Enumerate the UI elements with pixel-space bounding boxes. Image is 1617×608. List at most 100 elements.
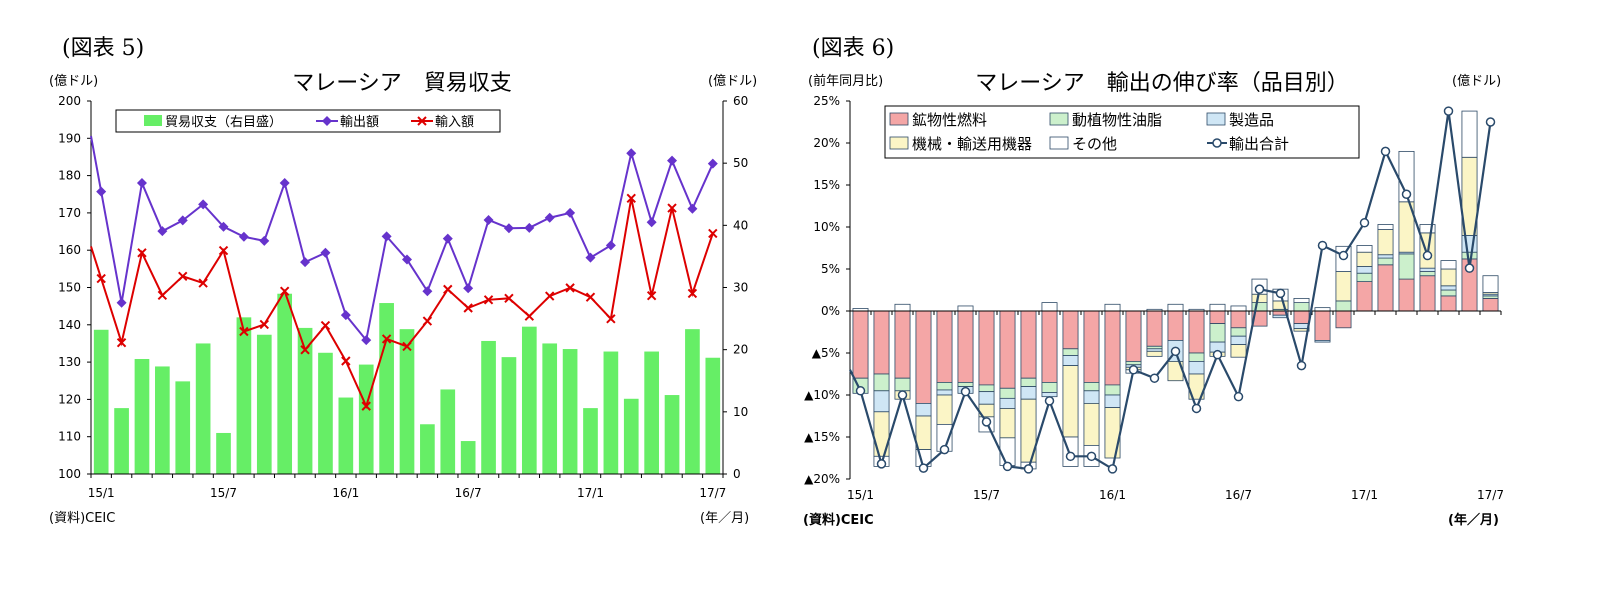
chart2-x-tick-label: 17/7 (1477, 488, 1504, 502)
machinery-legend-label: 機械・輸送用機器 (912, 135, 1032, 153)
manufactured-legend-swatch (1206, 112, 1226, 126)
exports-point (503, 223, 514, 234)
animal-veg-bar (1125, 360, 1142, 366)
balance-bar (114, 408, 129, 474)
mineral-bar (1020, 310, 1037, 379)
animal-veg-bar (894, 377, 911, 392)
chart1-left-tick-label: 140 (58, 318, 81, 332)
total-exports-point (1023, 464, 1034, 474)
total-exports-point (1107, 464, 1118, 474)
chart1-left-tick-label: 100 (58, 467, 81, 481)
chart1-legend-box (115, 109, 501, 133)
mineral-bar (1314, 310, 1331, 341)
exports-point (340, 310, 351, 321)
imports-point (545, 291, 555, 301)
balance-bar (420, 424, 435, 474)
animal-veg-bar (1398, 253, 1415, 280)
mineral-bar (1377, 264, 1394, 312)
manufactured-bar (1104, 394, 1121, 409)
manufactured-bar (1083, 390, 1100, 404)
exports-point (136, 178, 147, 189)
imports-point (96, 273, 106, 284)
balance-bar (236, 317, 252, 474)
exports-point (687, 203, 698, 214)
total-exports-point (1002, 461, 1013, 472)
mineral-bar (1083, 310, 1100, 383)
total-exports-point (1065, 451, 1076, 462)
total-exports-point (1317, 240, 1328, 251)
chart1-x-tick-label: 17/7 (699, 486, 726, 500)
imports-point (361, 401, 371, 411)
mineral-bar (936, 310, 953, 383)
chart2-x-tick-label: 16/7 (1225, 488, 1252, 502)
imports-point (300, 345, 310, 355)
chart1-left-tick-label: 130 (58, 355, 81, 369)
imports-point (279, 286, 290, 296)
total-legend-label: 輸出合計 (1229, 135, 1289, 153)
chart1-x-tick-label: 16/1 (332, 486, 359, 500)
balance-bar (216, 432, 231, 474)
imports-point (157, 290, 168, 301)
exports-point (300, 257, 311, 268)
imports-point (259, 319, 269, 330)
mineral-bar (1041, 310, 1058, 383)
chart1-right-tick-label: 10 (733, 405, 748, 419)
exports-point (422, 286, 433, 297)
total-exports-point (1254, 284, 1265, 294)
chart1-x-tick-label: 17/1 (577, 486, 604, 500)
imports-point (218, 245, 229, 256)
legend-exports-marker (322, 116, 332, 126)
total-exports-point (1338, 250, 1349, 261)
chart1-left-tick-label: 110 (58, 430, 81, 444)
balance-bar (481, 340, 496, 474)
balance-bar (603, 351, 619, 474)
chart1-x-tick-label: 15/7 (210, 486, 237, 500)
total-exports-point (939, 444, 950, 455)
chart2-y-tick-label: 5% (821, 262, 840, 276)
other-bar (1419, 224, 1436, 234)
total-exports-point (1296, 360, 1307, 371)
mineral-bar (1146, 310, 1163, 347)
animal-veg-bar (1209, 323, 1226, 343)
mineral-legend-swatch (889, 112, 909, 126)
manufactured-bar (999, 397, 1016, 409)
other-bar (1293, 297, 1310, 303)
exports-point (361, 335, 372, 346)
other-bar (1314, 307, 1331, 312)
exports-point (259, 235, 270, 246)
balance-bar (623, 398, 639, 474)
other-legend-swatch (1049, 136, 1069, 150)
manufactured-bar (1440, 285, 1457, 291)
animal-veg-bar (936, 381, 953, 391)
machinery-bar (1251, 293, 1268, 304)
balance-bar (379, 303, 394, 474)
chart2-y-tick-label: ▲5% (812, 346, 840, 360)
chart2-y-tick-label: 15% (813, 178, 840, 192)
animal-veg-bar (873, 373, 890, 392)
total-exports-point (1086, 451, 1097, 462)
animal-veg-bar (1440, 289, 1457, 297)
balance-bar (562, 349, 578, 474)
imports-point (606, 314, 616, 324)
chart1-right-tick-label: 40 (733, 218, 748, 232)
exports-point (646, 217, 657, 228)
imports-point (708, 228, 718, 239)
imports-point (320, 320, 331, 331)
balance-bar (521, 326, 537, 474)
animal-veg-bar (1335, 300, 1352, 312)
legend-balance-label: 貿易収支（右目盛） (165, 115, 282, 130)
mineral-bar (1356, 281, 1373, 312)
chart1-right-tick-label: 20 (733, 343, 748, 357)
imports-point (178, 271, 188, 282)
mineral-bar (1398, 278, 1415, 312)
manufactured-bar (1272, 314, 1289, 319)
other-bar (957, 305, 974, 312)
imports-point (402, 341, 412, 352)
manufactured-bar (1356, 266, 1373, 274)
chart1-x-tick-label: 15/1 (88, 486, 115, 500)
mineral-bar (999, 310, 1016, 389)
legend-imports-label: 輸入額 (435, 115, 474, 130)
chart1-left-tick-label: 120 (58, 392, 81, 406)
mineral-bar (1209, 310, 1226, 325)
machinery-bar (1083, 402, 1100, 446)
